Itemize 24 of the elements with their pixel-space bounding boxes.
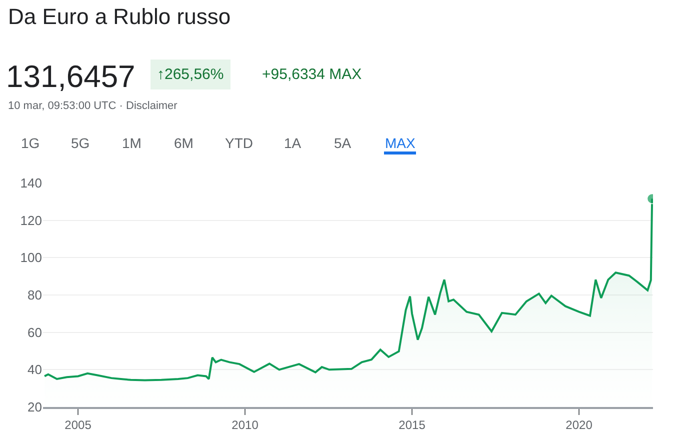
- text: 1A: [284, 135, 302, 151]
- x-tick-label: 2010: [232, 418, 259, 432]
- x-tick-label: 2015: [398, 418, 426, 432]
- y-tick-label: 60: [28, 324, 42, 340]
- text: 1G: [21, 135, 40, 151]
- text: ↑265,56%: [157, 66, 224, 83]
- y-tick-label: 40: [28, 362, 42, 378]
- y-tick-label: 140: [20, 176, 42, 191]
- chart-subtitle: 131,6457: [6, 59, 136, 94]
- x-tick-label: 2020: [566, 418, 593, 432]
- y-tick-label: 120: [20, 212, 42, 228]
- text: 1M: [122, 135, 142, 151]
- text: YTD: [225, 135, 253, 151]
- y-tick-label: 80: [28, 288, 42, 303]
- text: 6M: [174, 135, 194, 151]
- text: MAX: [385, 135, 416, 151]
- y-tick-label: 100: [20, 250, 42, 266]
- text: 5A: [334, 135, 352, 151]
- x-tick-label: 2005: [64, 418, 92, 432]
- y-tick-label: 20: [28, 400, 42, 415]
- text: 10 mar, 09:53:00 UTC · Disclaimer: [8, 100, 178, 112]
- chart-title: Da Euro a Rublo russo: [8, 4, 231, 29]
- text: 5G: [71, 135, 90, 151]
- text: +95,6334 MAX: [262, 66, 362, 83]
